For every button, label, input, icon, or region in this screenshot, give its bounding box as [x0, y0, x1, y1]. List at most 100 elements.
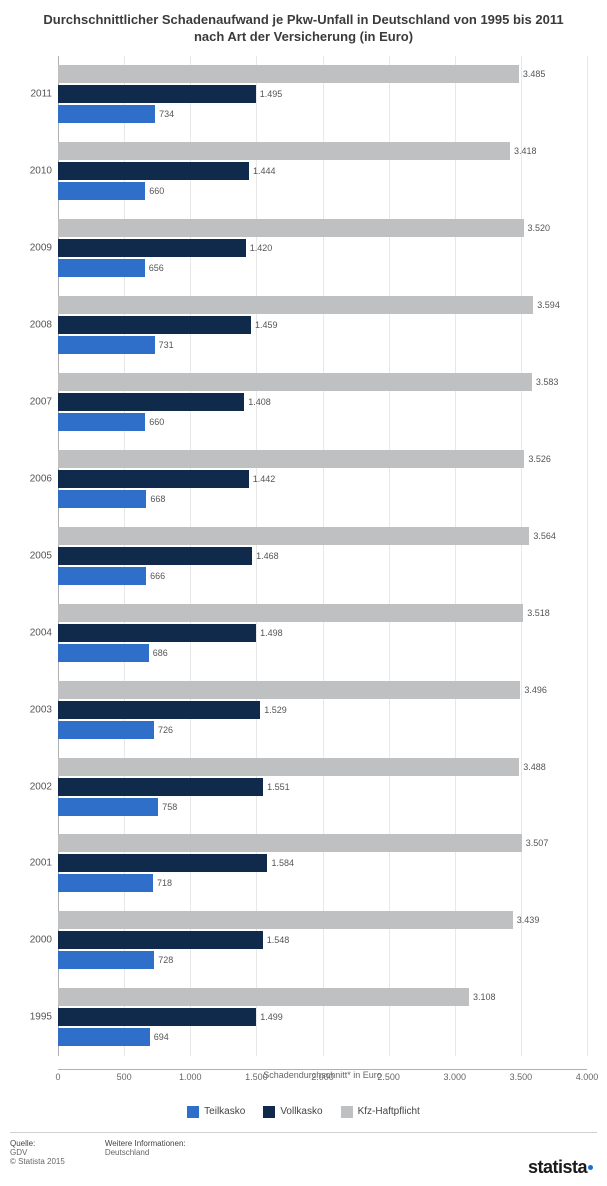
bar-row: 694 — [58, 1028, 587, 1046]
legend-label: Kfz-Haftpflicht — [358, 1106, 420, 1117]
bar-value-label: 1.459 — [255, 320, 278, 330]
y-tick-label: 2006 — [18, 473, 52, 484]
bar-haftpflicht — [58, 988, 469, 1006]
legend: Teilkasko Vollkasko Kfz-Haftpflicht — [10, 1106, 597, 1118]
bar-row: 3.507 — [58, 834, 587, 852]
legend-label: Teilkasko — [204, 1106, 245, 1117]
bar-vollkasko — [58, 701, 260, 719]
category-group: 20113.4851.495734 — [58, 56, 587, 133]
bar-row: 3.594 — [58, 296, 587, 314]
legend-item: Vollkasko — [263, 1106, 322, 1118]
x-tick: 0 — [55, 1072, 60, 1082]
bar-row: 1.495 — [58, 85, 587, 103]
bar-haftpflicht — [58, 219, 524, 237]
chart-container: Durchschnittlicher Schadenaufwand je Pkw… — [0, 0, 607, 1186]
y-tick-label: 2004 — [18, 627, 52, 638]
bar-haftpflicht — [58, 65, 519, 83]
bar-row: 656 — [58, 259, 587, 277]
bar-value-label: 758 — [162, 802, 177, 812]
bar-value-label: 731 — [159, 340, 174, 350]
footer-source-val: GDV — [10, 1148, 65, 1157]
bar-value-label: 3.496 — [524, 685, 547, 695]
bar-row: 3.583 — [58, 373, 587, 391]
bar-value-label: 3.564 — [533, 531, 556, 541]
bar-vollkasko — [58, 854, 267, 872]
bar-value-label: 3.507 — [526, 838, 549, 848]
bar-value-label: 660 — [149, 186, 164, 196]
bar-teilkasko — [58, 798, 158, 816]
category-group: 20033.4961.529726 — [58, 671, 587, 748]
bar-value-label: 656 — [149, 263, 164, 273]
bar-row: 1.459 — [58, 316, 587, 334]
bar-row: 668 — [58, 490, 587, 508]
bar-row: 666 — [58, 567, 587, 585]
x-tick: 4.000 — [576, 1072, 599, 1082]
category-group: 20023.4881.551758 — [58, 748, 587, 825]
bar-row: 3.485 — [58, 65, 587, 83]
legend-item: Teilkasko — [187, 1106, 245, 1118]
bar-row: 1.529 — [58, 701, 587, 719]
y-tick-label: 1995 — [18, 1012, 52, 1023]
bar-teilkasko — [58, 259, 145, 277]
category-group: 20083.5941.459731 — [58, 287, 587, 364]
bar-value-label: 718 — [157, 878, 172, 888]
y-tick-label: 2008 — [18, 320, 52, 331]
category-group: 20003.4391.548728 — [58, 902, 587, 979]
legend-swatch — [263, 1106, 275, 1118]
bar-value-label: 3.594 — [537, 300, 560, 310]
x-tick: 2.500 — [377, 1072, 400, 1082]
footer-info: Weitere Informationen: Deutschland — [105, 1139, 186, 1157]
bar-value-label: 694 — [154, 1032, 169, 1042]
bar-value-label: 666 — [150, 571, 165, 581]
legend-label: Vollkasko — [280, 1106, 322, 1117]
category-group: 20053.5641.468666 — [58, 517, 587, 594]
bar-value-label: 3.108 — [473, 992, 496, 1002]
footer-info-val: Deutschland — [105, 1148, 186, 1157]
category-group: 20093.5201.420656 — [58, 210, 587, 287]
category-group: 20063.5261.442668 — [58, 440, 587, 517]
bar-row: 3.439 — [58, 911, 587, 929]
bar-row: 660 — [58, 182, 587, 200]
y-tick-label: 2005 — [18, 550, 52, 561]
bar-vollkasko — [58, 624, 256, 642]
bar-value-label: 3.439 — [517, 915, 540, 925]
bar-value-label: 3.526 — [528, 454, 551, 464]
bar-value-label: 1.498 — [260, 628, 283, 638]
category-group: 20043.5181.498686 — [58, 594, 587, 671]
bar-row: 3.108 — [58, 988, 587, 1006]
x-tick: 3.500 — [510, 1072, 533, 1082]
bar-row: 1.498 — [58, 624, 587, 642]
category-group: 20013.5071.584718 — [58, 825, 587, 902]
bar-vollkasko — [58, 778, 263, 796]
bar-row: 660 — [58, 413, 587, 431]
bar-row: 3.564 — [58, 527, 587, 545]
y-tick-label: 2001 — [18, 858, 52, 869]
bar-haftpflicht — [58, 373, 532, 391]
bar-value-label: 1.495 — [260, 89, 283, 99]
footer-source-hdr: Quelle: — [10, 1139, 65, 1148]
x-tick: 2.000 — [311, 1072, 334, 1082]
bar-row: 1.442 — [58, 470, 587, 488]
bar-row: 718 — [58, 874, 587, 892]
bar-value-label: 734 — [159, 109, 174, 119]
bar-row: 1.584 — [58, 854, 587, 872]
bar-row: 1.551 — [58, 778, 587, 796]
bar-haftpflicht — [58, 450, 524, 468]
bar-haftpflicht — [58, 604, 523, 622]
bar-haftpflicht — [58, 911, 513, 929]
footer-source: Quelle: GDV © Statista 2015 — [10, 1139, 65, 1166]
footer: Quelle: GDV © Statista 2015 Weitere Info… — [10, 1132, 597, 1180]
bar-vollkasko — [58, 547, 252, 565]
bar-vollkasko — [58, 1008, 256, 1026]
bar-haftpflicht — [58, 758, 519, 776]
category-group: 20103.4181.444660 — [58, 133, 587, 210]
bar-row: 1.468 — [58, 547, 587, 565]
bar-teilkasko — [58, 336, 155, 354]
bar-row: 726 — [58, 721, 587, 739]
bar-vollkasko — [58, 162, 249, 180]
grid-line — [587, 56, 588, 1056]
bar-value-label: 726 — [158, 725, 173, 735]
bar-vollkasko — [58, 316, 251, 334]
chart-title: Durchschnittlicher Schadenaufwand je Pkw… — [10, 8, 597, 56]
bar-value-label: 3.488 — [523, 762, 546, 772]
